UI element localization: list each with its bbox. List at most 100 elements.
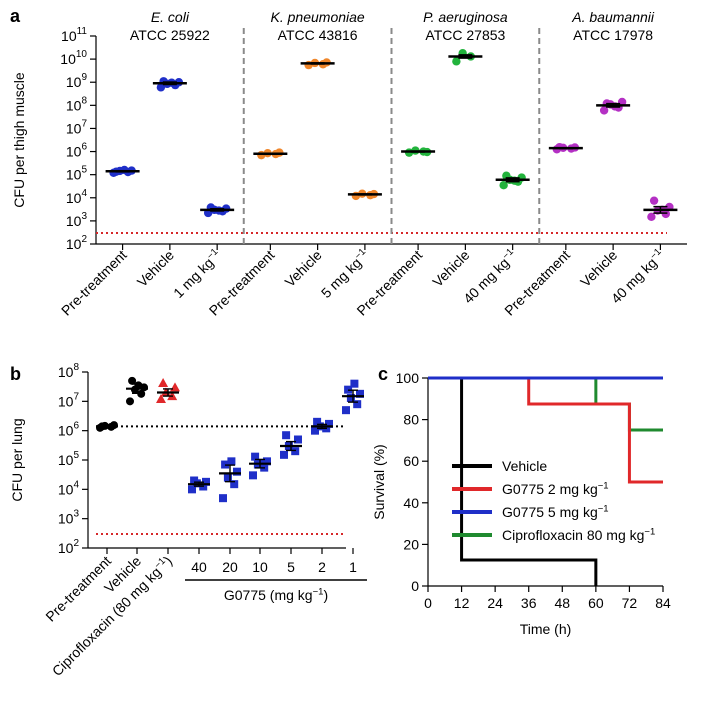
label-text: Ciprofloxacin 80 mg kg — [502, 527, 644, 543]
data-point — [350, 379, 359, 388]
data-point — [599, 106, 609, 115]
x-tick-label: 24 — [487, 595, 503, 611]
y-axis-title: Survival (%) — [371, 444, 387, 519]
tick-exponent: 10 — [76, 49, 88, 60]
strain-name: E. coli — [151, 9, 190, 25]
x-tick-label: Vehicle — [429, 247, 472, 290]
tick-exponent: 7 — [81, 118, 87, 129]
strain-atcc: ATCC 43816 — [278, 27, 358, 43]
data-point — [499, 181, 508, 190]
data-point — [452, 57, 461, 66]
y-tick-label: 108 — [58, 362, 80, 380]
x-tick-label: 84 — [655, 595, 671, 611]
data-point — [230, 480, 239, 489]
strain-atcc: ATCC 27853 — [425, 27, 505, 43]
x-tick-label: 60 — [588, 595, 604, 611]
tick-base: 10 — [60, 51, 76, 67]
data-point — [223, 473, 232, 482]
x-tick-label: 2 — [318, 559, 326, 575]
y-tick-label: 1010 — [60, 49, 87, 67]
y-axis-title: CFU per lung — [9, 418, 25, 501]
data-point — [158, 378, 169, 388]
x-tick-label: Vehicle — [282, 247, 325, 290]
y-tick-label: 102 — [66, 234, 88, 252]
tick-base: 10 — [66, 236, 82, 252]
tick-exponent: 5 — [73, 450, 79, 461]
label-superscript: −1 — [644, 526, 655, 537]
y-tick-label: 106 — [66, 142, 88, 160]
data-point — [227, 457, 236, 466]
label-text: G0775 (mg kg — [224, 587, 313, 603]
tick-base: 10 — [58, 540, 74, 556]
legend-label: G0775 5 mg kg−1 — [502, 503, 609, 520]
x-tick-label: Vehicle — [577, 247, 620, 290]
strain-name: A. baumannii — [571, 9, 655, 25]
y-tick-label: 0 — [411, 578, 419, 594]
panel-letter-a: a — [10, 6, 21, 26]
y-tick-label: 103 — [66, 211, 88, 229]
x-tick-label: 20 — [222, 559, 238, 575]
panel-letter-c: c — [378, 364, 388, 384]
data-point — [233, 467, 241, 476]
y-tick-label: 20 — [403, 536, 419, 552]
data-point — [120, 165, 129, 175]
data-point — [280, 450, 288, 459]
data-point — [188, 485, 196, 494]
data-point — [649, 196, 659, 205]
x-tick-label: Pre-treatment — [58, 247, 130, 319]
y-tick-label: 40 — [403, 495, 419, 511]
data-point — [251, 452, 260, 461]
data-point — [342, 406, 350, 415]
tick-exponent: 8 — [73, 362, 79, 373]
y-tick-label: 104 — [58, 479, 80, 497]
y-axis-title: CFU per thigh muscle — [11, 72, 27, 208]
y-tick-label: 109 — [66, 72, 88, 90]
tick-base: 10 — [58, 511, 74, 527]
tick-exponent: 9 — [81, 72, 87, 83]
data-point — [346, 393, 355, 402]
label-text: G0775 2 mg kg — [502, 481, 598, 497]
y-tick-label: 105 — [66, 165, 88, 183]
tick-exponent: 7 — [73, 391, 79, 402]
y-tick-label: 107 — [58, 391, 80, 409]
x-axis-title: G0775 (mg kg−1) — [224, 586, 328, 603]
x-tick-label: 10 — [252, 559, 268, 575]
label-superscript: −1 — [598, 480, 609, 491]
data-point — [202, 477, 210, 486]
tick-exponent: 4 — [81, 188, 87, 199]
y-tick-label: 105 — [58, 450, 80, 468]
data-point — [313, 417, 322, 426]
x-tick-label: Ciprofloxacin (80 mg kg−1) — [48, 552, 175, 679]
data-point — [356, 389, 364, 398]
y-tick-label: 106 — [58, 421, 80, 439]
tick-base: 10 — [61, 28, 77, 44]
data-point — [647, 212, 656, 222]
x-tick-label: 40 — [191, 559, 207, 575]
y-tick-label: 100 — [396, 370, 420, 386]
x-tick-label: 0 — [424, 595, 432, 611]
tick-base: 10 — [66, 167, 82, 183]
label-text: 1 mg kg — [170, 254, 217, 301]
y-tick-label: 80 — [403, 412, 419, 428]
data-point — [291, 447, 300, 456]
y-tick-label: 107 — [66, 118, 88, 136]
y-tick-label: 60 — [403, 453, 419, 469]
x-tick-label: 72 — [622, 595, 638, 611]
data-point — [282, 431, 291, 440]
tick-exponent: 4 — [73, 479, 79, 490]
data-point — [353, 400, 362, 409]
tick-exponent: 3 — [81, 211, 87, 222]
data-point — [128, 376, 137, 385]
tick-exponent: 5 — [81, 165, 87, 176]
y-tick-label: 104 — [66, 188, 88, 206]
label-text: ) — [323, 587, 328, 603]
legend-label: Vehicle — [502, 458, 547, 474]
data-point — [294, 435, 302, 444]
data-point — [126, 397, 134, 406]
tick-exponent: 2 — [73, 538, 79, 549]
data-point — [325, 419, 333, 428]
strain-atcc: ATCC 25922 — [130, 27, 210, 43]
